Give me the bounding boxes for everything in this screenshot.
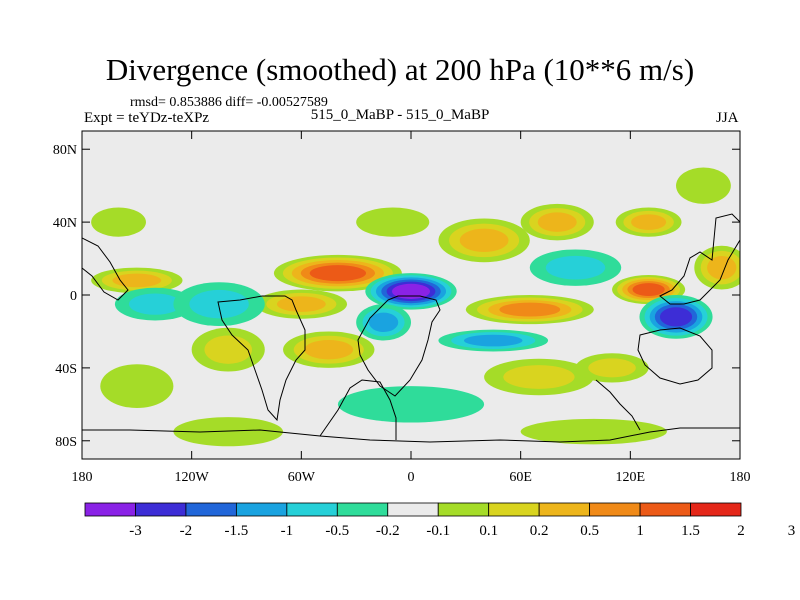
- contour-blob-22-0: [91, 207, 146, 237]
- africa-coastline: [357, 295, 441, 397]
- colorbar-label: 1.5: [681, 523, 700, 539]
- contour-blob-1-1: [128, 293, 182, 315]
- antarctica-coastline: [82, 427, 740, 443]
- x-tick-label: 120E: [616, 470, 646, 485]
- contour-blob-25-0: [337, 386, 485, 423]
- contour-blob-5-1: [189, 289, 249, 319]
- colorbar-label: 0.2: [530, 523, 549, 539]
- contour-blob-13-1: [503, 365, 575, 389]
- x-axis: 180 120W 60W 0 60E 120E 180: [72, 131, 751, 485]
- contour-blob-9-3: [499, 302, 561, 317]
- chart-title: Divergence (smoothed) at 200 hPa (10**6 …: [105, 52, 695, 87]
- colorbar-swatch: [135, 502, 187, 517]
- contour-blob-16-1: [588, 358, 636, 378]
- y-tick-label: 80N: [53, 143, 77, 158]
- colorbar-label: 2: [737, 523, 745, 539]
- y-tick-label: 40N: [53, 216, 77, 231]
- contour-blob-11-2: [537, 212, 577, 232]
- experiment-label: Expt = teYDz-teXPz: [84, 110, 210, 126]
- rmsd-diff-stats: rmsd= 0.853886 diff= -0.00527589: [130, 95, 328, 110]
- contour-blob-14-4: [632, 283, 665, 296]
- contour-blob-2-4: [309, 265, 367, 282]
- contour-blob-6-1: [204, 335, 252, 364]
- contour-blob-0-2: [112, 273, 162, 288]
- y-axis: 80N 40N 0 40S 80S: [53, 143, 740, 450]
- colorbar-swatch: [538, 502, 591, 517]
- contour-blob-21-0: [356, 207, 430, 237]
- australia-coastline: [637, 327, 713, 385]
- contour-blob-8-2: [368, 312, 399, 333]
- contour-blob-20-0: [676, 167, 731, 204]
- contour-blob-23-0: [173, 417, 284, 447]
- asia-coastline: [659, 213, 740, 305]
- antarctic-peninsula-coastline: [319, 379, 397, 440]
- colorbar-swatch: [690, 502, 742, 517]
- colorbar-swatch: [286, 502, 338, 517]
- colorbar-swatch: [488, 502, 540, 517]
- x-tick-label: 0: [408, 470, 415, 485]
- colorbar-label: -1.5: [225, 523, 249, 539]
- colorbar-swatch: [336, 502, 389, 517]
- x-tick-label: 180: [72, 470, 93, 485]
- colorbar-swatch: [185, 502, 237, 517]
- x-tick-label: 180: [730, 470, 751, 485]
- comparison-label: 515_0_MaBP - 515_0_MaBP: [310, 107, 490, 123]
- colorbar-label: -0.2: [376, 523, 400, 539]
- colorbar: -3 -2 -1.5 -1 -0.5 -0.2 -0.1 0.1 0.2 0.5 1 1.5 2 3: [84, 502, 796, 539]
- season-label: JJA: [716, 110, 739, 126]
- contour-blob-7-5: [391, 283, 431, 299]
- colorbar-swatch: [84, 502, 136, 517]
- contour-field: [91, 167, 740, 447]
- contour-blob-3-2: [276, 296, 326, 312]
- colorbar-label: 3: [788, 523, 796, 539]
- x-tick-label: 60E: [509, 470, 532, 485]
- contour-blob-15-4: [659, 307, 693, 327]
- coastlines: [82, 213, 740, 443]
- contour-blob-19-1: [545, 255, 606, 280]
- south-america-coastline: [217, 295, 306, 422]
- colorbar-label: 0.5: [580, 523, 599, 539]
- colorbar-swatch: [235, 502, 288, 517]
- y-tick-label: 40S: [55, 362, 77, 377]
- colorbar-label: 1: [636, 523, 644, 539]
- colorbar-swatch: [387, 502, 439, 517]
- contour-blob-18-2: [631, 214, 667, 230]
- colorbar-label: -1: [281, 523, 294, 539]
- contour-blob-10-2: [459, 228, 509, 252]
- contour-blob-12-2: [464, 334, 523, 347]
- colorbar-swatch: [589, 502, 641, 517]
- colorbar-swatch: [639, 502, 691, 517]
- colorbar-label: -0.5: [325, 523, 349, 539]
- x-tick-label: 120W: [175, 470, 210, 485]
- colorbar-label: -3: [129, 523, 142, 539]
- y-tick-label: 80S: [55, 435, 77, 450]
- colorbar-label: -0.1: [426, 523, 450, 539]
- x-tick-label: 60W: [288, 470, 316, 485]
- contour-blob-4-2: [304, 339, 354, 360]
- colorbar-swatch: [437, 502, 490, 517]
- contour-blob-26-0: [100, 364, 174, 408]
- central-america-coastline: [82, 237, 129, 301]
- contour-blob-24-0: [520, 418, 667, 445]
- y-tick-label: 0: [70, 289, 77, 304]
- colorbar-label: -2: [180, 523, 193, 539]
- contour-blob-17-2: [707, 256, 737, 280]
- africa-south-tip-coastline: [595, 379, 641, 431]
- colorbar-label: 0.1: [479, 523, 498, 539]
